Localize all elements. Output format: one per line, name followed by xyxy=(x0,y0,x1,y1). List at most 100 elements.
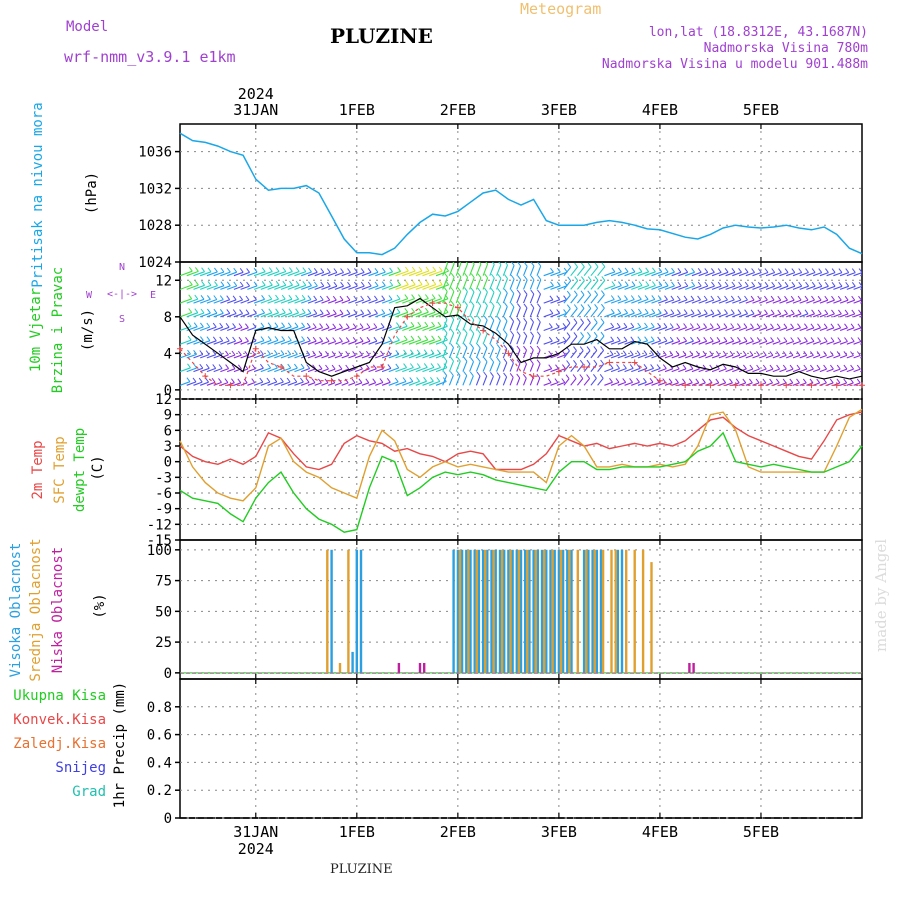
wind-barb-flag xyxy=(624,308,628,314)
wind-barb xyxy=(522,307,528,318)
panel-frame-pressure xyxy=(179,123,863,263)
wind-barb-flag xyxy=(293,350,298,355)
wind-barb-flag xyxy=(253,267,258,273)
wind-barb-flag xyxy=(332,309,337,315)
wind-barb xyxy=(846,299,855,304)
wind-barb-flag xyxy=(503,302,508,307)
wind-barb xyxy=(813,368,821,373)
wind-barb xyxy=(576,322,585,331)
wind-barb xyxy=(685,299,695,304)
wind-barb-flag xyxy=(637,322,642,328)
wind-barb-flag xyxy=(775,378,780,384)
wind-barb-flag xyxy=(477,329,481,335)
wind-barb-flag xyxy=(816,351,821,356)
wind-barb-flag xyxy=(630,295,635,300)
wind-barb-flag xyxy=(782,378,787,384)
wind-barb-flag xyxy=(188,280,193,286)
wind-barb xyxy=(206,298,217,304)
wind-barb xyxy=(576,266,585,277)
wind-barb xyxy=(691,285,702,290)
wind-barb xyxy=(220,285,231,290)
wind-barb xyxy=(213,285,225,290)
wind-barb xyxy=(806,354,814,359)
cloud-bar-1 xyxy=(593,549,596,673)
wind-barb xyxy=(402,284,416,290)
wind-barb-flag xyxy=(717,281,722,287)
wind-barb xyxy=(395,298,408,304)
cloud-bar-2 xyxy=(423,663,426,673)
wind-barb-flag xyxy=(817,337,821,342)
wind-barb-flag xyxy=(301,322,306,328)
wind-barb xyxy=(570,280,579,290)
wind-barb xyxy=(469,277,475,290)
page-title: PLUZINE xyxy=(330,24,433,48)
cloud-bar-1 xyxy=(576,549,579,673)
wind-barb xyxy=(180,284,193,290)
wind-barb-flag xyxy=(301,336,306,341)
wind-barb xyxy=(590,280,599,290)
wind-barb-flag xyxy=(600,346,604,351)
wind-barb-flag xyxy=(397,267,402,272)
wind-barb xyxy=(779,272,789,277)
wind-barb xyxy=(658,312,668,318)
wind-barb xyxy=(280,298,293,304)
wind-barb-flag xyxy=(844,295,849,301)
wind-barb xyxy=(711,340,721,345)
wind-barb-flag xyxy=(213,295,218,300)
wind-barb xyxy=(711,299,721,304)
wind-barb xyxy=(180,339,192,345)
wind-barb-flag xyxy=(750,295,755,301)
wind-barb xyxy=(328,382,335,386)
wind-barb xyxy=(260,353,271,359)
wind-barb xyxy=(274,353,285,359)
wind-barb-flag xyxy=(523,317,528,323)
cloud-bar-1 xyxy=(492,549,495,673)
wind-barb xyxy=(813,313,822,318)
wind-barb-flag xyxy=(548,350,553,356)
day-label-bottom: 4FEB xyxy=(642,823,678,841)
wind-barb xyxy=(294,367,305,373)
cloud-bar-1 xyxy=(559,549,563,673)
cloud-bar-0 xyxy=(469,549,472,673)
wind-barb-flag xyxy=(338,351,343,356)
wind-barb xyxy=(522,335,528,345)
wind-barbs xyxy=(180,262,862,386)
wind-barb-flag xyxy=(472,262,475,265)
wind-barb xyxy=(422,353,435,359)
wind-barb-flag xyxy=(470,273,475,278)
wind-barb-flag xyxy=(789,378,794,384)
wind-barb-flag xyxy=(722,378,727,384)
wind-barb xyxy=(455,276,462,290)
wind-barb-flag xyxy=(755,378,760,384)
wind-barb-flag xyxy=(281,336,286,341)
wind-barb xyxy=(779,354,787,359)
wind-barb xyxy=(516,377,521,386)
wind-barb-flag xyxy=(211,377,216,383)
wind-barb-flag xyxy=(703,309,708,315)
ylabel-t2m: 2m Temp xyxy=(30,440,46,499)
wind-barb xyxy=(550,326,560,332)
wind-barb xyxy=(557,381,565,386)
wind-barb-flag xyxy=(260,336,265,341)
wind-barb-flag xyxy=(387,364,392,369)
cloud-bar-1 xyxy=(509,549,512,673)
legend-precip-item: Grad xyxy=(72,784,106,800)
wind-barb xyxy=(732,368,740,373)
wind-barb xyxy=(341,354,349,359)
wind-barb-flag xyxy=(811,295,815,301)
wind-barb-flag xyxy=(556,309,561,314)
wind-barb-flag xyxy=(624,281,629,286)
wind-barb-flag xyxy=(389,267,394,273)
wind-barb-flag xyxy=(656,364,661,369)
wind-barb xyxy=(792,285,802,290)
wind-barb xyxy=(718,368,727,373)
wind-barb-flag xyxy=(636,364,641,369)
wind-barb-flag xyxy=(710,309,715,315)
wind-barb xyxy=(536,293,542,304)
wind-barb xyxy=(233,326,243,332)
cloud-bar-0 xyxy=(524,549,527,673)
wind-barb xyxy=(846,313,855,318)
wind-barb-flag xyxy=(729,378,733,384)
wind-barb xyxy=(624,326,634,332)
wind-barb xyxy=(839,285,849,290)
